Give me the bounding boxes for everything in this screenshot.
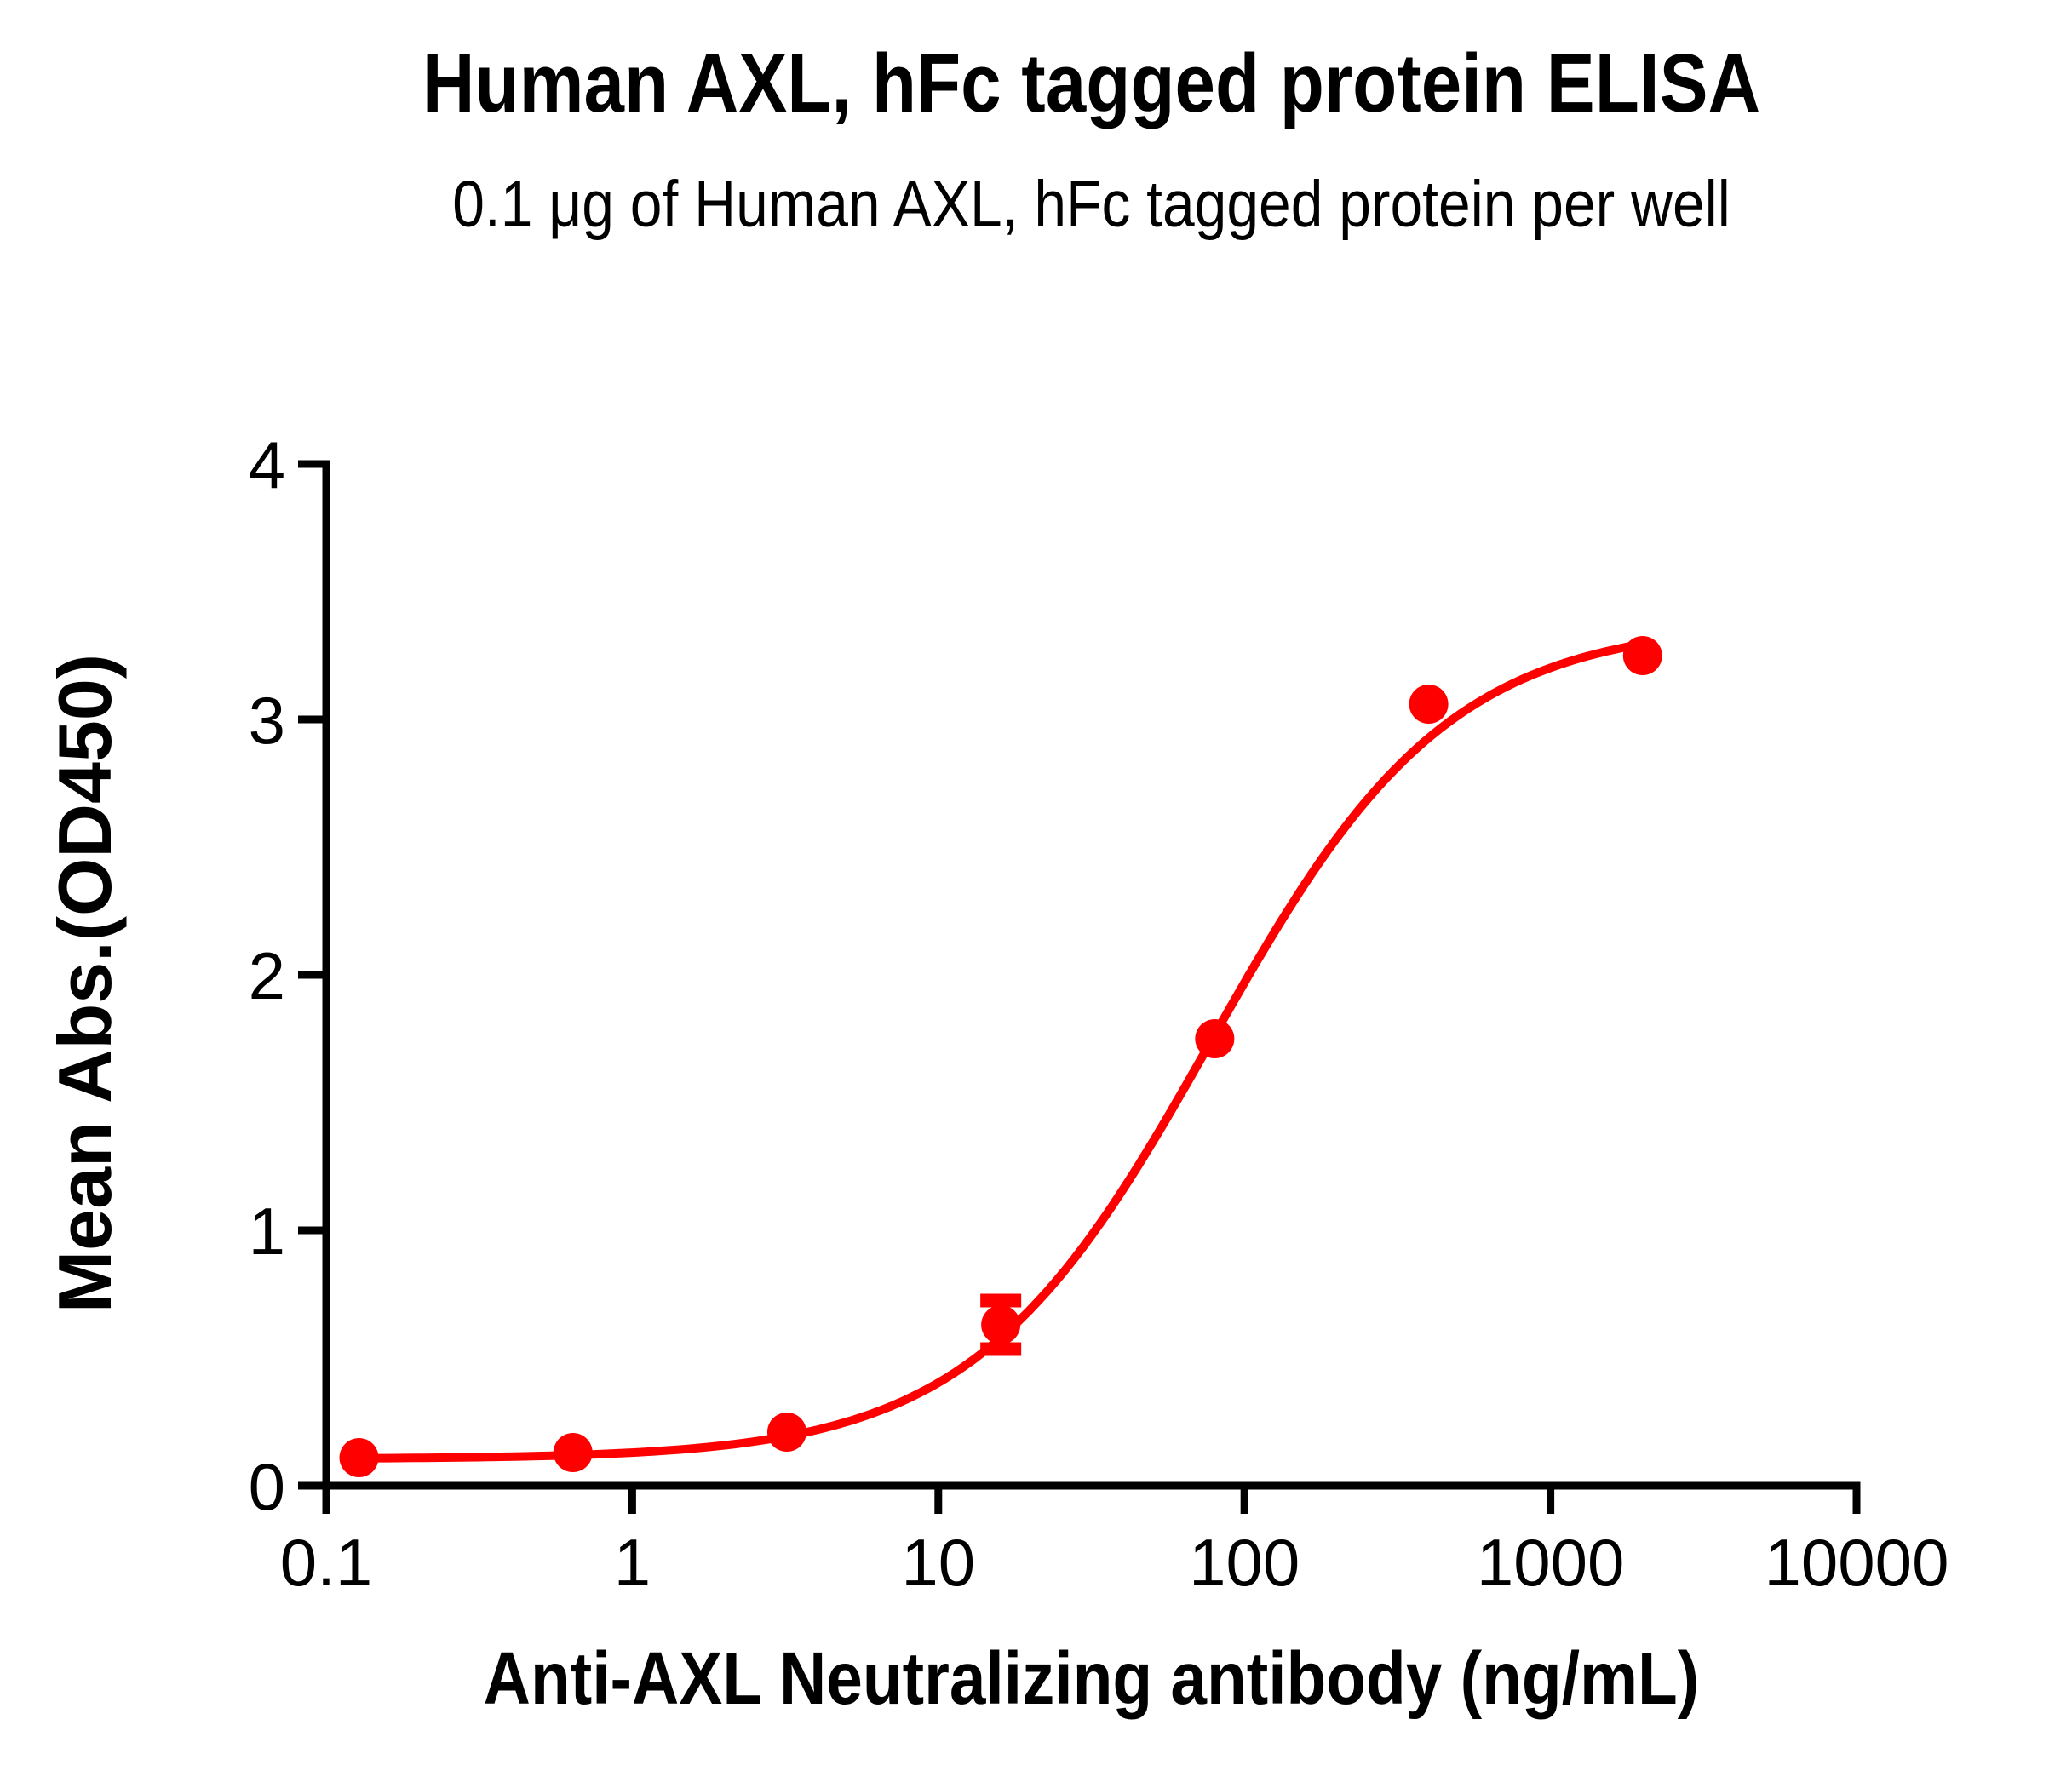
chart-title: Human AXL, hFc tagged protein ELISA — [422, 37, 1761, 129]
data-point — [981, 1305, 1021, 1344]
x-tick-label: 10000 — [1765, 1525, 1949, 1600]
x-tick-label: 1 — [614, 1525, 651, 1600]
data-point — [1195, 1019, 1235, 1058]
x-tick-label: 10 — [901, 1525, 975, 1600]
y-tick-label: 1 — [249, 1194, 285, 1269]
data-point — [766, 1413, 806, 1452]
x-axis-label: Anti-AXL Neutralizing antibody (ng/mL) — [483, 1637, 1700, 1720]
x-tick-label: 100 — [1189, 1525, 1300, 1600]
x-tick-label: 1000 — [1477, 1525, 1625, 1600]
chart-subtitle: 0.1 μg of Human AXL, hFc tagged protein … — [452, 168, 1730, 241]
data-point — [1622, 636, 1662, 675]
y-tick-label: 3 — [249, 683, 285, 758]
y-tick-label: 2 — [249, 938, 285, 1013]
y-tick-label: 4 — [249, 427, 285, 502]
error-bar-cap-bottom — [980, 1342, 1022, 1356]
data-point — [553, 1433, 593, 1472]
error-bar-cap-top — [980, 1293, 1022, 1308]
data-point — [339, 1438, 379, 1477]
data-point — [1409, 685, 1449, 724]
x-tick-label: 0.1 — [280, 1525, 372, 1600]
y-tick-label: 0 — [249, 1449, 285, 1524]
